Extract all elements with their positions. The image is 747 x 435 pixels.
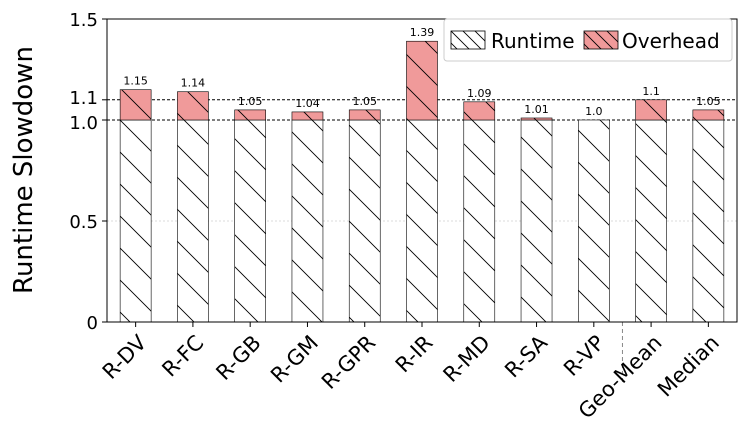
legend-label-overhead: Overhead <box>622 29 720 53</box>
data-label: 1.04 <box>295 97 320 110</box>
bar-runtime <box>177 119 209 323</box>
x-tick-label: R-DV <box>98 330 152 384</box>
data-label: 1.14 <box>181 77 206 90</box>
bar-overhead <box>520 117 553 121</box>
bar-overhead <box>177 91 209 121</box>
bar-runtime <box>692 119 725 323</box>
bar-runtime <box>520 119 553 323</box>
bar-runtime <box>291 119 324 323</box>
y-tick-label: 0 <box>87 313 98 334</box>
data-label: 1.05 <box>352 95 377 108</box>
bar-runtime <box>578 119 610 323</box>
x-tick-label: R-GB <box>211 331 265 385</box>
x-axis: R-DV R-FC R-GB R-GMR-GPR R-IR R-MD R-SA R-VPGeo… <box>98 322 724 423</box>
bar-runtime <box>635 119 667 323</box>
bar-overhead <box>692 109 725 121</box>
legend-label-runtime: Runtime <box>491 29 575 53</box>
data-label: 1.05 <box>238 95 263 108</box>
bar-overhead <box>406 40 438 121</box>
bar-overhead <box>635 99 667 121</box>
data-label: 1.15 <box>123 75 148 88</box>
bar-overhead <box>119 89 152 121</box>
y-tick-label: 0.5 <box>69 212 98 233</box>
x-tick-label: R-GPR <box>317 331 380 394</box>
y-tick-label: 1.5 <box>69 10 98 31</box>
legend-swatch-runtime <box>450 30 486 50</box>
bar-overhead <box>291 111 324 121</box>
data-label: 1.0 <box>585 105 603 118</box>
x-tick-label: R-SA <box>500 330 552 382</box>
y-axis-label: Runtime Slowdown <box>9 46 39 294</box>
y-tick-label: 1.1 <box>69 88 98 109</box>
x-tick-label: R-VP <box>559 331 609 381</box>
bar-runtime <box>119 119 152 323</box>
x-tick-label: R-IR <box>391 331 438 378</box>
bar-runtime <box>348 119 381 323</box>
data-labels-layer: 1.15 1.14 1.05 1.04 1.05 1.39 1.09 1.01 1.0 1.1 1.… <box>123 26 720 118</box>
bar-runtime <box>463 119 496 323</box>
bars-layer <box>119 40 725 323</box>
legend-swatch-overhead <box>583 30 619 50</box>
x-tick-label: Median <box>653 331 724 402</box>
data-label: 1.09 <box>467 87 492 100</box>
data-label: 1.1 <box>642 85 660 98</box>
x-tick-label: R-GM <box>266 331 323 388</box>
x-tick-label: R-MD <box>439 331 495 387</box>
bar-overhead <box>463 101 496 121</box>
bar-runtime <box>406 119 438 323</box>
bar-overhead <box>234 109 266 121</box>
x-tick-label: R-FC <box>157 331 208 382</box>
y-axis: 0 0.5 1.0 1.1 1.5 <box>69 10 107 334</box>
data-label: 1.01 <box>524 103 549 116</box>
bar-overhead <box>348 109 381 121</box>
data-label: 1.39 <box>410 26 435 39</box>
y-tick-label: 1.0 <box>69 113 98 134</box>
bar-runtime <box>234 119 266 323</box>
data-label: 1.05 <box>696 95 721 108</box>
legend: Runtime Overhead <box>443 18 733 62</box>
